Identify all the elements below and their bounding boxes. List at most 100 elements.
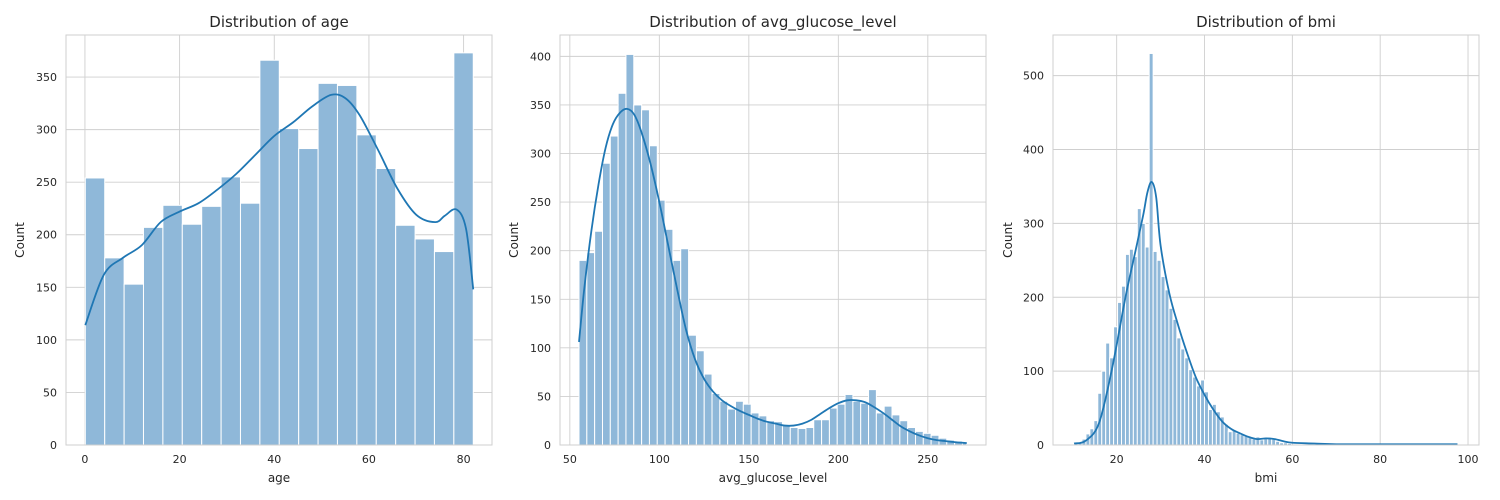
histogram-bar <box>395 224 416 446</box>
histogram-bar <box>1192 376 1198 446</box>
y-tick-label: 0 <box>1037 439 1044 452</box>
panel-title: Distribution of age <box>209 13 348 31</box>
histogram-bar <box>1207 409 1213 446</box>
histogram-bar <box>84 177 106 446</box>
histogram-bar <box>123 283 144 446</box>
y-tick-label: 200 <box>530 245 551 258</box>
histogram-bar <box>1231 429 1237 446</box>
y-tick-label: 150 <box>530 293 551 306</box>
histogram-bar <box>821 419 830 446</box>
histogram-bar <box>201 205 222 446</box>
histogram-bar <box>162 204 183 446</box>
histogram-bar <box>641 109 650 446</box>
x-tick-label: 50 <box>563 453 577 466</box>
x-tick-label: 60 <box>362 453 376 466</box>
histogram-bar <box>578 259 588 446</box>
histogram-bar <box>828 407 838 446</box>
histogram-bar <box>1156 259 1162 446</box>
histogram-bar <box>317 82 338 446</box>
plot-area: 0 50 100 150 200 250 300 350 0 20 40 60 80 <box>36 34 493 466</box>
histogram-bar <box>1180 348 1186 446</box>
histogram-bar <box>836 403 846 446</box>
histogram-bar <box>453 52 474 446</box>
histogram-bar <box>1251 438 1257 446</box>
histogram-bar <box>142 226 164 446</box>
histogram-bar <box>860 402 870 446</box>
histogram-bar <box>813 419 823 446</box>
histogram-bar <box>1239 434 1245 446</box>
histogram-bar <box>914 430 924 446</box>
histogram-bar <box>1140 222 1146 446</box>
histogram-bar <box>742 403 752 446</box>
histogram-bar <box>735 400 744 446</box>
histogram-bar <box>1152 250 1158 446</box>
histogram-bar <box>278 128 300 446</box>
y-tick-label: 200 <box>1023 291 1044 304</box>
y-axis-label: Count <box>507 222 521 258</box>
histogram-bar <box>336 84 358 446</box>
axes-frame <box>65 34 493 446</box>
x-axis-label: avg_glucose_level <box>719 471 828 485</box>
y-tick-label: 400 <box>530 50 551 63</box>
y-tick-label: 200 <box>36 229 57 242</box>
y-tick-label: 0 <box>544 439 551 452</box>
x-tick-label: 80 <box>457 453 471 466</box>
avg-glucose-level-histogram-panel: 0 50 100 150 200 250 300 350 400 50 100 150 200 250 D… <box>507 13 987 485</box>
x-tick-label: 150 <box>738 453 759 466</box>
age-histogram-panel: 0 50 100 150 200 250 300 350 0 20 40 60 80 Distribut… <box>13 13 493 485</box>
histogram-bar <box>1160 276 1166 446</box>
y-tick-label: 250 <box>36 176 57 189</box>
histogram-bar <box>594 230 603 446</box>
y-tick-label: 100 <box>530 342 551 355</box>
histogram-bar <box>181 223 203 446</box>
histogram-bar <box>239 202 261 446</box>
x-tick-label: 100 <box>1458 453 1479 466</box>
histogram-bar <box>633 104 643 446</box>
y-tick-label: 100 <box>1023 365 1044 378</box>
histogram-bar <box>719 400 729 446</box>
histogram-bar <box>1144 246 1150 446</box>
kde-curve <box>84 93 475 326</box>
y-axis-label: Count <box>1001 222 1015 258</box>
histogram-bar <box>883 405 893 446</box>
histogram-bar <box>601 162 611 446</box>
y-axis-label: Count <box>13 222 27 258</box>
histogram-bar <box>781 425 791 446</box>
y-tick-label: 250 <box>530 196 551 209</box>
histogram-bar <box>609 135 619 446</box>
histogram-bar <box>433 251 455 446</box>
histogram-bar <box>1164 289 1170 446</box>
histogram-bar <box>789 427 799 446</box>
histogram-bar <box>356 134 377 446</box>
plot-area: 0 50 100 150 200 250 300 350 400 50 100 150 200 250 <box>530 34 987 466</box>
y-tick-label: 100 <box>36 334 57 347</box>
histogram-bar <box>1172 318 1178 446</box>
y-tick-label: 350 <box>530 99 551 112</box>
histogram-bar <box>1132 256 1138 446</box>
y-tick-label: 50 <box>537 390 551 403</box>
histogram-bar <box>375 168 397 446</box>
histogram-bar <box>844 393 854 446</box>
axes-frame <box>1052 34 1480 446</box>
histogram-bar <box>104 257 125 446</box>
histogram-bar <box>797 427 807 446</box>
x-tick-label: 20 <box>173 453 187 466</box>
histogram-bar <box>1259 439 1265 446</box>
panel-title: Distribution of avg_glucose_level <box>649 13 896 32</box>
y-tick-label: 400 <box>1023 144 1044 157</box>
x-tick-label: 250 <box>917 453 938 466</box>
histogram-bar <box>1184 357 1190 446</box>
x-tick-label: 60 <box>1285 453 1299 466</box>
histogram-bar <box>727 408 737 446</box>
histogram-bar <box>298 148 319 446</box>
histogram-bar <box>414 238 435 446</box>
histogram-bar <box>617 92 627 446</box>
x-tick-label: 100 <box>649 453 670 466</box>
y-tick-label: 300 <box>36 124 57 137</box>
y-tick-label: 350 <box>36 71 57 84</box>
kde-curve <box>578 107 967 444</box>
axes-frame <box>559 34 987 446</box>
x-tick-label: 40 <box>1198 453 1212 466</box>
y-tick-label: 500 <box>1023 70 1044 83</box>
